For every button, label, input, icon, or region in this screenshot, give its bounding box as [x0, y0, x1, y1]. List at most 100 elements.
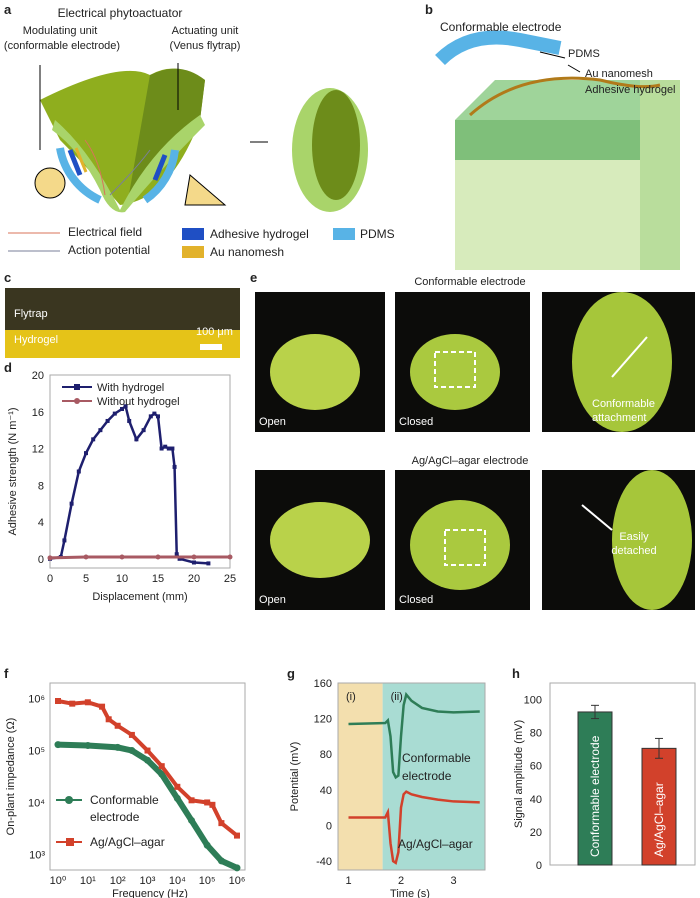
- data-point: [209, 801, 216, 808]
- data-point: [91, 437, 96, 442]
- data-point: [218, 820, 225, 827]
- photo-agar-zoom: Easily detached: [542, 470, 695, 610]
- data-point: [55, 698, 61, 705]
- open-label: Open: [259, 594, 286, 606]
- data-point: [204, 799, 211, 806]
- y-tick-label: 120: [314, 714, 332, 726]
- x-tick-label: 25: [224, 573, 236, 585]
- data-point: [105, 716, 112, 723]
- x-tick-label: 10⁰: [50, 875, 67, 887]
- x-tick-label: 2: [398, 875, 404, 887]
- x-tick-label: 10³: [140, 875, 156, 887]
- data-point: [148, 414, 153, 419]
- data-point: [84, 742, 92, 750]
- y-tick-label: 80: [320, 749, 332, 761]
- panel-label-d: d: [4, 360, 12, 375]
- legend-action-potential: Action potential: [68, 243, 151, 257]
- x-tick-label: 0: [47, 573, 53, 585]
- legend-marker: [65, 796, 73, 804]
- data-point: [206, 561, 211, 566]
- data-point: [188, 816, 196, 824]
- photo-conformable-open: Open: [255, 292, 385, 432]
- bar-category-label: Ag/AgCl–agar: [652, 782, 666, 857]
- data-point: [155, 554, 161, 560]
- bar: [577, 711, 613, 866]
- y-tick-label: 10³: [29, 849, 45, 861]
- data-point: [234, 832, 240, 839]
- data-point: [123, 404, 128, 409]
- flytrap-label: Flytrap: [14, 308, 48, 320]
- data-point: [120, 407, 124, 412]
- series-line-0: [348, 691, 480, 780]
- series-line-1: [49, 555, 230, 560]
- panel-label-g: g: [287, 666, 295, 681]
- data-point: [114, 743, 122, 751]
- panel-label-f: f: [4, 666, 9, 681]
- legend-label-line2: electrode: [90, 810, 140, 824]
- plot-frame: [49, 682, 246, 871]
- y-tick-label: 16: [32, 407, 44, 419]
- data-point: [141, 428, 146, 433]
- data-point: [76, 469, 81, 474]
- y-tick-label: 4: [38, 517, 44, 529]
- y-axis-label: Signal amplitude (mV): [513, 720, 525, 828]
- legend-electrical-field: Electrical field: [68, 225, 143, 239]
- data-point: [128, 747, 136, 755]
- region-0: [338, 683, 383, 870]
- panel-label-e: e: [250, 270, 258, 285]
- legend-label-line1: Conformable: [90, 793, 159, 807]
- y-tick-label: 20: [530, 827, 542, 839]
- series-label: Ag/AgCl–agar: [398, 837, 473, 851]
- closed-label: Closed: [399, 594, 434, 606]
- series-label: Conformable: [402, 751, 471, 765]
- au-nanomesh-label: Au nanomesh: [585, 68, 653, 80]
- y-axis-label: Adhesive strength (N m⁻¹): [7, 407, 19, 535]
- y-tick-label: 60: [530, 761, 542, 773]
- y-tick-label: 10⁴: [28, 797, 45, 809]
- data-point: [152, 411, 157, 416]
- x-tick-label: 10⁴: [169, 875, 186, 887]
- photo-agar-closed: Closed: [395, 470, 530, 610]
- photo-conformable-zoom: Conformable attachment: [542, 292, 695, 432]
- data-point: [144, 756, 151, 764]
- legend-label: Ag/AgCl–agar: [90, 835, 165, 849]
- series-line-0: [49, 404, 209, 565]
- x-axis-label: Frequency (Hz): [112, 888, 188, 898]
- conformable-attachment-label: Conformable attachment: [592, 398, 655, 424]
- data-point: [144, 747, 151, 754]
- x-axis-label: Time (s): [390, 888, 430, 898]
- panel-label-a: a: [4, 2, 12, 17]
- data-point: [177, 556, 182, 561]
- y-tick-label: 160: [314, 678, 332, 690]
- data-point: [217, 857, 225, 865]
- data-point: [99, 703, 106, 710]
- plot-frame: [49, 374, 231, 569]
- data-point: [170, 446, 175, 451]
- closed-label: Closed: [399, 416, 434, 428]
- data-point: [47, 555, 53, 561]
- y-tick-label: 0: [536, 860, 542, 872]
- adhesive-hydrogel-label: Adhesive hydrogel: [585, 84, 676, 96]
- legend-marker: [66, 838, 74, 846]
- data-point: [192, 560, 196, 565]
- data-point: [166, 446, 171, 451]
- legend-adhesive-hydrogel: Adhesive hydrogel: [210, 227, 309, 241]
- x-tick-label: 5: [83, 573, 89, 585]
- data-point: [159, 446, 164, 451]
- data-point: [105, 418, 110, 423]
- series-line-1: [57, 699, 239, 838]
- x-tick-label: 10⁵: [199, 875, 216, 887]
- y-tick-label: 8: [38, 480, 44, 492]
- x-tick-label: 3: [450, 875, 456, 887]
- y-tick-label: 0: [326, 820, 332, 832]
- flytrap-diagram: [8, 63, 368, 258]
- series-line-1: [348, 790, 480, 865]
- plot-frame: [337, 682, 486, 871]
- phytoactuator-title: Electrical phytoactuator: [57, 6, 183, 20]
- y-tick-label: 40: [530, 794, 542, 806]
- x-axis-label: Displacement (mm): [92, 591, 187, 603]
- data-point: [191, 554, 197, 560]
- conformable-electrode-title: Conformable electrode: [440, 20, 562, 34]
- hydrogel-label: Hydrogel: [14, 334, 59, 346]
